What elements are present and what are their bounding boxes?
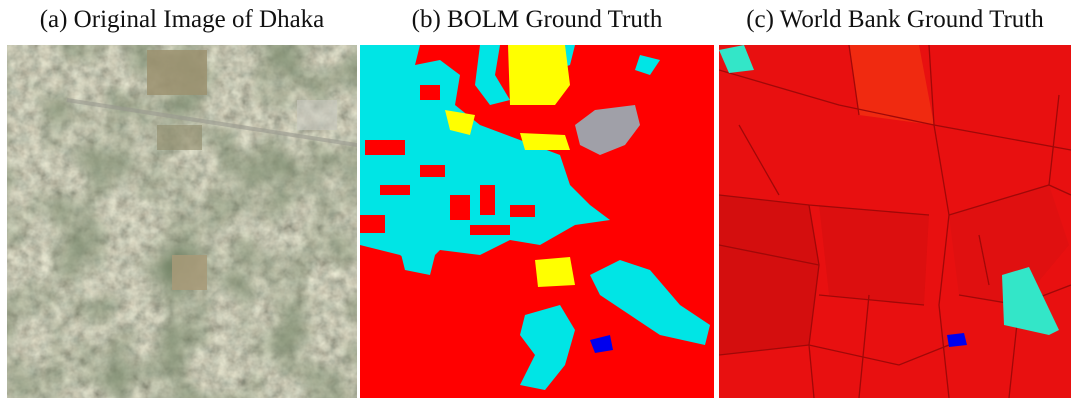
- caption-a: (a) Original Image of Dhaka: [39, 6, 325, 33]
- caption-b: (b) BOLM Ground Truth: [411, 6, 663, 33]
- world-bank-ground-truth-map: [719, 45, 1071, 398]
- caption-c: (c) World Bank Ground Truth: [746, 6, 1044, 33]
- satellite-image: [7, 45, 357, 398]
- bolm-ground-truth-map: [360, 45, 714, 398]
